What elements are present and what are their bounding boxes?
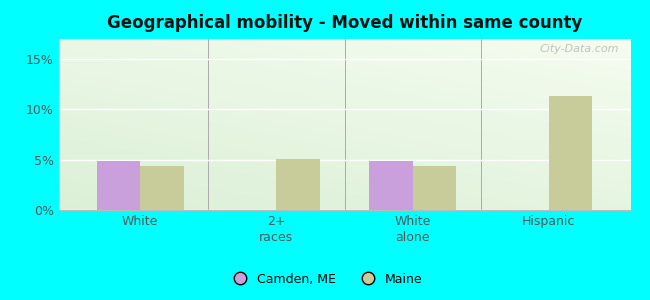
Bar [140,166,184,210]
Bar [413,166,456,210]
Text: City-Data.com: City-Data.com [540,44,619,54]
Bar [97,161,140,210]
Bar [276,159,320,210]
Legend: Camden, ME, Maine: Camden, ME, Maine [222,268,428,291]
Bar [549,96,592,210]
Bar [369,161,413,210]
Title: Geographical mobility - Moved within same county: Geographical mobility - Moved within sam… [107,14,582,32]
